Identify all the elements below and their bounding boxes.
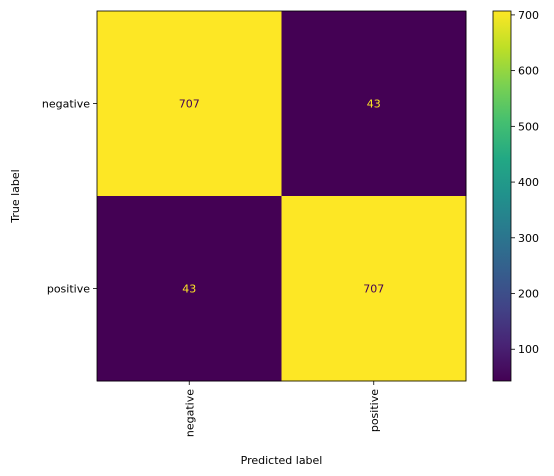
- cell-value-label: 707: [179, 98, 200, 111]
- colorbar-tick-label: 500: [518, 120, 539, 133]
- heatmap-cell: [281, 11, 467, 197]
- colorbar-tick-label: 200: [518, 288, 539, 301]
- y-axis-ticks: negative positive: [42, 98, 97, 296]
- x-axis-label: Predicted label: [241, 454, 323, 467]
- x-axis-ticks: negative positive: [183, 381, 381, 437]
- heatmap-cell: [281, 196, 467, 382]
- heatmap-cell-labels: 707 43 43 707: [179, 98, 385, 296]
- colorbar-tick-label: 600: [518, 65, 539, 78]
- colorbar-tick-label: 400: [518, 176, 539, 189]
- plot-frame: [96, 10, 467, 382]
- heatmap-cell: [97, 196, 282, 382]
- heatmap-cell: [97, 11, 282, 197]
- y-tick-label: negative: [42, 98, 90, 111]
- colorbar: [492, 10, 512, 382]
- x-tick-label: negative: [183, 389, 196, 437]
- cell-value-label: 707: [363, 283, 384, 296]
- colorbar-ticks: 100 200 300 400 500 600 700: [511, 9, 539, 356]
- colorbar-tick-label: 100: [518, 343, 539, 356]
- y-axis-label: True label: [9, 169, 22, 223]
- colorbar-tick-label: 700: [518, 9, 539, 22]
- cell-value-label: 43: [367, 98, 381, 111]
- colorbar-tick-label: 300: [518, 232, 539, 245]
- y-tick-label: positive: [47, 283, 90, 296]
- heatmap-cells: [97, 11, 467, 382]
- cell-value-label: 43: [182, 283, 196, 296]
- x-tick-label: positive: [368, 389, 381, 432]
